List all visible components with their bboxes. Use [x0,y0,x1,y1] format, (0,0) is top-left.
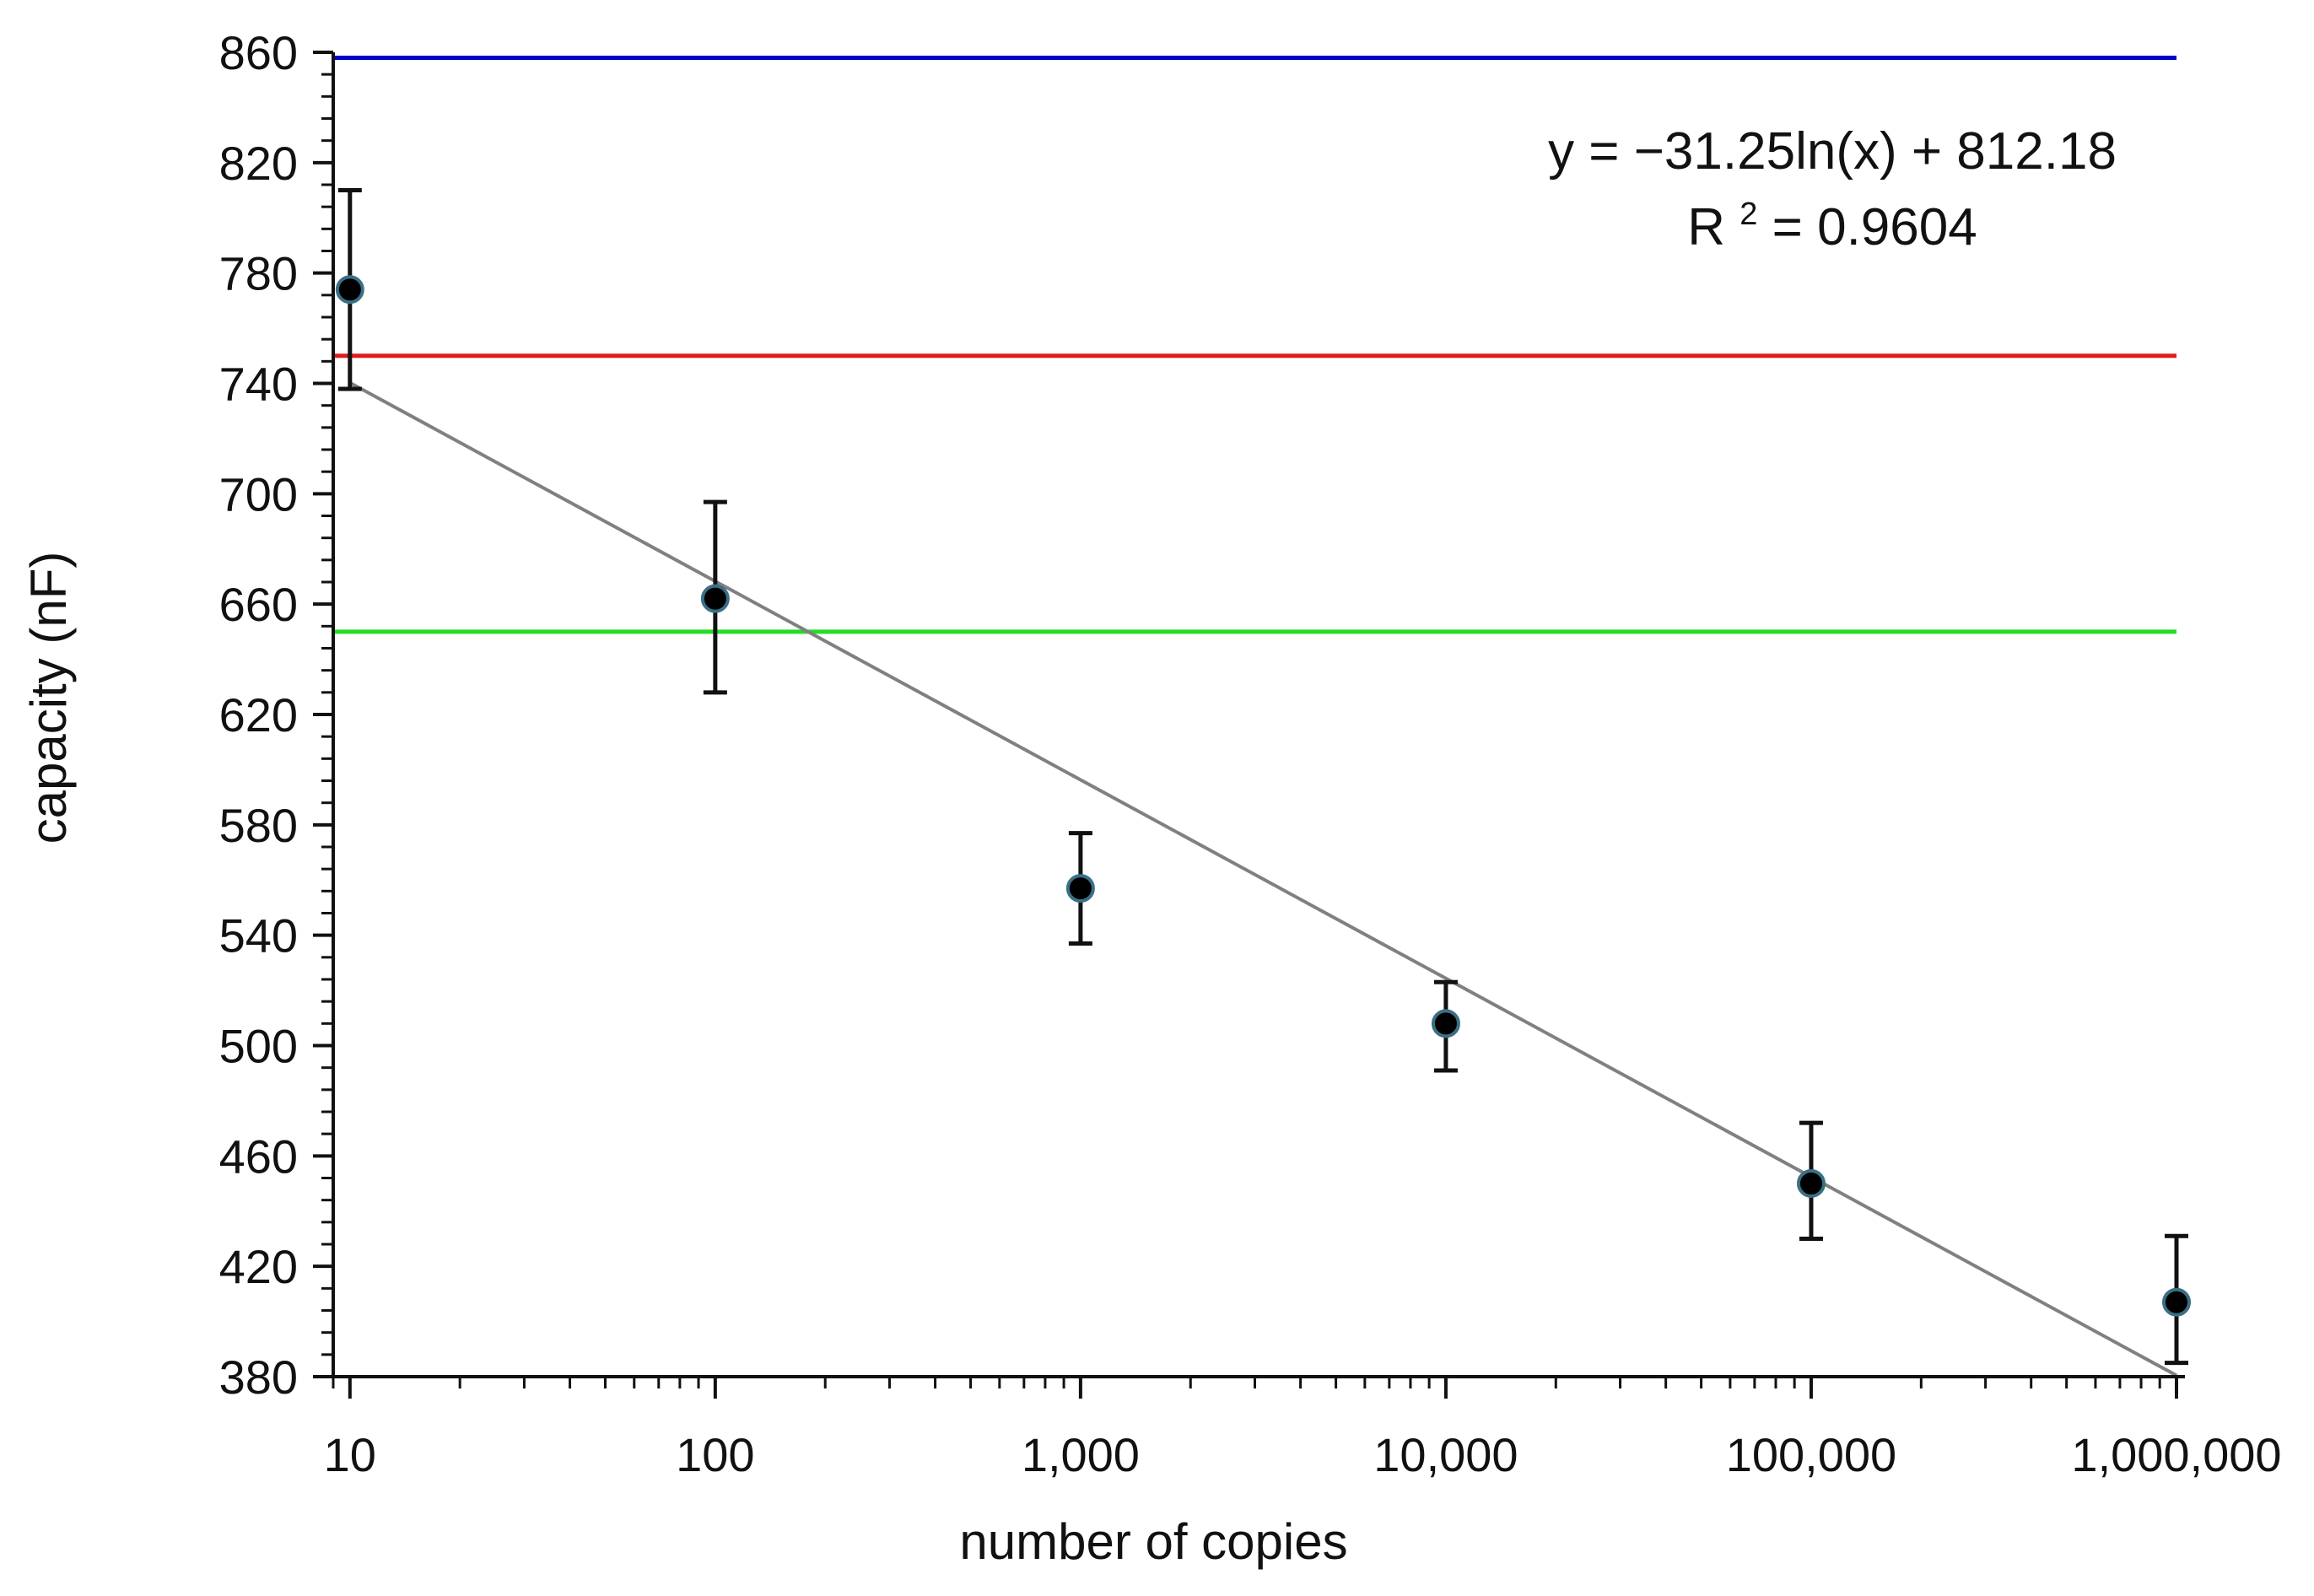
r-squared-prefix: R [1687,198,1725,256]
data-point [1431,1009,1460,1038]
data-point [2162,1287,2191,1317]
data-point [1796,1169,1826,1199]
x-tick-label: 1,000 [1022,1428,1140,1481]
x-tick-label: 10,000 [1373,1428,1518,1481]
trendline-group [348,381,2177,1378]
y-tick-label: 780 [219,247,298,300]
y-tick-label: 540 [219,909,298,962]
x-tick-label: 10 [324,1428,376,1481]
data-point [700,584,730,613]
r-squared-value: = 0.9604 [1772,198,1977,256]
r-squared-text: R 2 = 0.9604 [1687,178,1977,256]
reference-lines [333,56,2176,634]
trendline-equation: y = −31.25ln(x) + 812.18 R 2 = 0.9604 [1548,122,2117,256]
y-axis-title: capacity (nF) [20,552,77,844]
axis-labels: number of copies capacity (nF) [20,552,1348,1570]
r-squared-exponent: 2 [1740,197,1757,232]
y-axis-ticks: 380 420 460 500 540 580 620 660 700 740 780 820 860 [219,26,333,1404]
y-tick-label: 740 [219,358,298,411]
x-tick-label: 100 [676,1428,754,1481]
x-axis-ticks: 10 100 1,000 10,000 100,000 1,000,000 [324,1377,2282,1481]
y-tick-label: 580 [219,799,298,852]
y-tick-label: 460 [219,1130,298,1183]
x-tick-label: 100,000 [1726,1428,1896,1481]
x-axis-title: number of copies [959,1513,1347,1570]
data-point [335,275,364,305]
trendline-equation-text: y = −31.25ln(x) + 812.18 [1548,122,2117,181]
data-points [335,275,2191,1317]
trendline [348,381,2177,1378]
y-tick-label: 420 [219,1240,298,1293]
y-tick-label: 820 [219,137,298,190]
data-point [1065,874,1095,903]
y-tick-label: 620 [219,688,298,741]
x-tick-label: 1,000,000 [2071,1428,2281,1481]
y-tick-label: 500 [219,1020,298,1073]
y-tick-label: 860 [219,26,298,79]
y-tick-label: 700 [219,467,298,520]
y-tick-label: 380 [219,1351,298,1404]
y-tick-label: 660 [219,578,298,631]
